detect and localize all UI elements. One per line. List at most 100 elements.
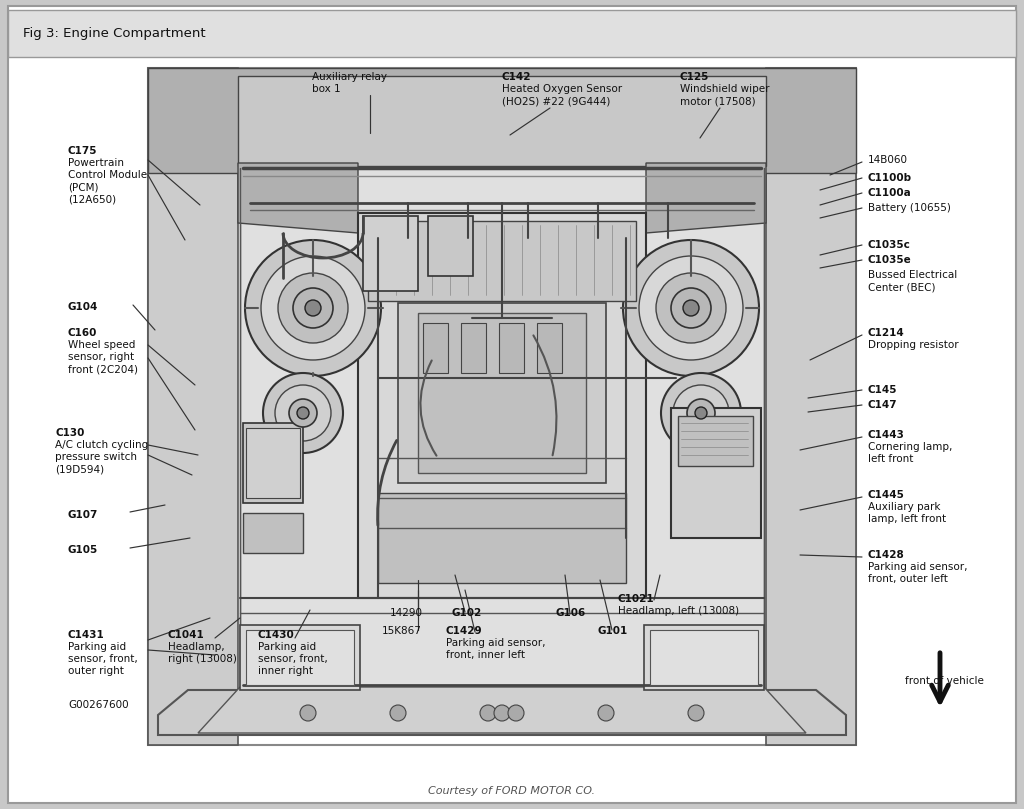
Bar xyxy=(644,625,764,690)
Circle shape xyxy=(263,373,343,453)
Text: G105: G105 xyxy=(68,545,98,555)
Circle shape xyxy=(494,705,510,721)
Circle shape xyxy=(289,399,317,427)
Bar xyxy=(240,168,764,690)
Text: C1430: C1430 xyxy=(258,630,295,640)
Polygon shape xyxy=(646,163,766,233)
Text: A/C clutch cycling: A/C clutch cycling xyxy=(55,440,148,450)
Circle shape xyxy=(305,300,321,316)
Circle shape xyxy=(656,273,726,343)
Text: Headlamp,: Headlamp, xyxy=(168,642,224,652)
Text: C145: C145 xyxy=(868,385,897,395)
Text: front, inner left: front, inner left xyxy=(446,650,525,660)
Text: C1429: C1429 xyxy=(446,626,482,636)
Text: C147: C147 xyxy=(868,400,898,410)
Text: C130: C130 xyxy=(55,428,84,438)
Text: Parking aid: Parking aid xyxy=(258,642,316,652)
Circle shape xyxy=(293,288,333,328)
Text: Dropping resistor: Dropping resistor xyxy=(868,340,958,350)
Text: Bussed Electrical: Bussed Electrical xyxy=(868,270,957,280)
Text: Heated Oxygen Sensor: Heated Oxygen Sensor xyxy=(502,84,623,94)
Bar xyxy=(499,323,524,373)
Text: Center (BEC): Center (BEC) xyxy=(868,282,936,292)
Text: Parking aid: Parking aid xyxy=(68,642,126,652)
Bar xyxy=(428,216,473,276)
Text: G104: G104 xyxy=(68,302,98,312)
Circle shape xyxy=(508,705,524,721)
FancyArrowPatch shape xyxy=(534,336,556,455)
Text: motor (17508): motor (17508) xyxy=(680,96,756,106)
Circle shape xyxy=(278,273,348,343)
FancyArrowPatch shape xyxy=(421,361,436,455)
Circle shape xyxy=(623,240,759,376)
Text: C1035c: C1035c xyxy=(868,240,911,250)
Text: Headlamp, left (13008): Headlamp, left (13008) xyxy=(618,606,739,616)
Text: C1035e: C1035e xyxy=(868,255,911,265)
Text: C142: C142 xyxy=(502,72,531,82)
Bar xyxy=(537,323,562,373)
Text: G00267600: G00267600 xyxy=(68,700,129,710)
Bar xyxy=(678,416,753,466)
Circle shape xyxy=(639,256,743,360)
Text: C1214: C1214 xyxy=(868,328,905,338)
Polygon shape xyxy=(238,163,358,233)
Circle shape xyxy=(662,373,741,453)
Bar xyxy=(358,213,646,598)
Text: 14B060: 14B060 xyxy=(868,155,908,165)
Text: Wheel speed: Wheel speed xyxy=(68,340,135,350)
Text: left front: left front xyxy=(868,454,913,464)
Circle shape xyxy=(598,705,614,721)
Bar xyxy=(243,423,303,503)
Circle shape xyxy=(300,705,316,721)
Polygon shape xyxy=(766,68,856,745)
Text: C1443: C1443 xyxy=(868,430,905,440)
Text: Windshield wiper: Windshield wiper xyxy=(680,84,769,94)
Bar xyxy=(461,323,486,373)
Polygon shape xyxy=(148,68,238,745)
Text: C1100a: C1100a xyxy=(868,188,911,198)
Bar xyxy=(423,323,449,373)
Text: lamp, left front: lamp, left front xyxy=(868,514,946,524)
Bar xyxy=(650,630,758,685)
Bar xyxy=(418,313,586,473)
Text: pressure switch: pressure switch xyxy=(55,452,137,462)
Text: sensor, front,: sensor, front, xyxy=(258,654,328,664)
FancyArrowPatch shape xyxy=(378,440,396,525)
Text: (12A650): (12A650) xyxy=(68,194,116,204)
Bar xyxy=(243,513,303,553)
Text: front (2C204): front (2C204) xyxy=(68,364,138,374)
Polygon shape xyxy=(158,690,846,735)
Bar xyxy=(240,625,360,690)
Text: G101: G101 xyxy=(598,626,629,636)
Bar xyxy=(148,68,856,745)
Text: Fig 3: Engine Compartment: Fig 3: Engine Compartment xyxy=(23,27,205,40)
Text: C125: C125 xyxy=(680,72,710,82)
Text: front, outer left: front, outer left xyxy=(868,574,948,584)
Text: sensor, right: sensor, right xyxy=(68,352,134,362)
Text: Parking aid sensor,: Parking aid sensor, xyxy=(868,562,968,572)
Circle shape xyxy=(673,385,729,441)
Text: (HO2S) #22 (9G444): (HO2S) #22 (9G444) xyxy=(502,96,610,106)
Text: Battery (10655): Battery (10655) xyxy=(868,203,951,213)
Text: C1445: C1445 xyxy=(868,490,905,500)
Text: Cornering lamp,: Cornering lamp, xyxy=(868,442,952,452)
Bar xyxy=(362,216,418,291)
Circle shape xyxy=(480,705,496,721)
Text: inner right: inner right xyxy=(258,666,313,676)
Text: (19D594): (19D594) xyxy=(55,464,104,474)
Text: C1041: C1041 xyxy=(168,630,205,640)
Circle shape xyxy=(687,399,715,427)
Text: Auxiliary relay: Auxiliary relay xyxy=(312,72,387,82)
Text: G107: G107 xyxy=(68,510,98,520)
Circle shape xyxy=(683,300,699,316)
Text: 15K867: 15K867 xyxy=(382,626,422,636)
Circle shape xyxy=(245,240,381,376)
Circle shape xyxy=(695,407,707,419)
Text: C1100b: C1100b xyxy=(868,173,912,183)
Text: C1021: C1021 xyxy=(618,594,654,604)
Text: G102: G102 xyxy=(452,608,482,618)
Text: right (13008): right (13008) xyxy=(168,654,237,664)
Text: C1428: C1428 xyxy=(868,550,905,560)
Text: C175: C175 xyxy=(68,146,97,156)
Text: outer right: outer right xyxy=(68,666,124,676)
